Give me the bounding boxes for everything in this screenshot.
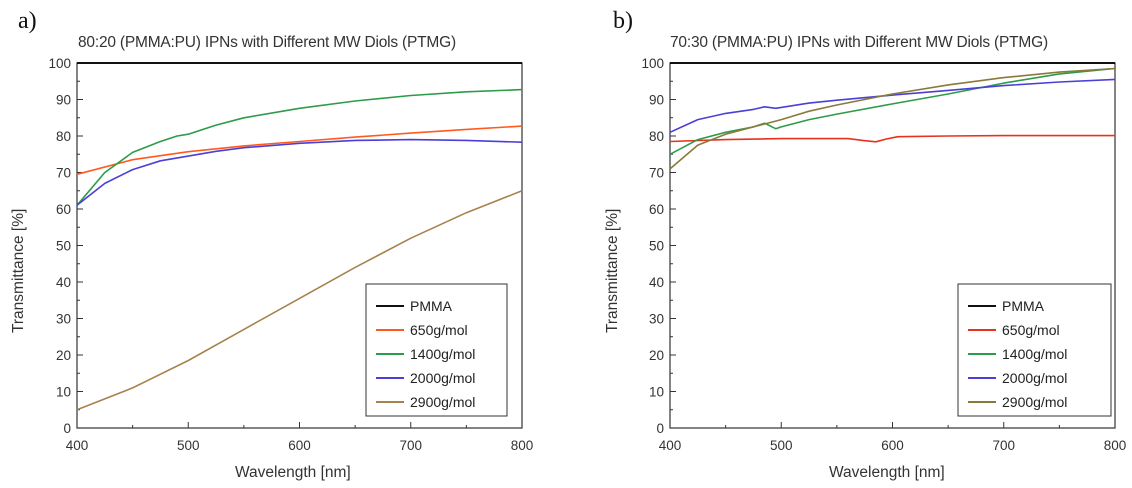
y-tick-label: 20 bbox=[56, 348, 71, 363]
y-tick-label: 30 bbox=[649, 312, 664, 327]
y-tick-label: 60 bbox=[56, 202, 71, 217]
y-tick-label: 90 bbox=[649, 93, 664, 108]
chart-plot: 0 10 20 30 40 50 60 70 80 90 100 400 500 600 700 800 PMM… bbox=[48, 56, 534, 453]
series-line-2000gmol bbox=[669, 78, 1116, 134]
y-tick-label: 40 bbox=[56, 275, 71, 290]
x-tick-label: 800 bbox=[1104, 438, 1127, 453]
chart-title: 80:20 (PMMA:PU) IPNs with Different MW D… bbox=[78, 34, 456, 51]
y-tick-label: 70 bbox=[649, 166, 664, 181]
legend-label: 2900g/mol bbox=[410, 394, 475, 410]
series-line-2000gmol bbox=[76, 138, 523, 206]
legend-label: PMMA bbox=[1002, 298, 1045, 314]
series-line-2900gmol bbox=[669, 67, 1116, 170]
series-line-650gmol bbox=[76, 125, 523, 176]
chart-panel-b: b) 70:30 (PMMA:PU) IPNs with Different M… bbox=[566, 0, 1132, 488]
x-tick-label: 700 bbox=[992, 438, 1015, 453]
x-tick-label: 800 bbox=[511, 438, 534, 453]
legend-label: 650g/mol bbox=[1002, 322, 1060, 338]
y-tick-label: 90 bbox=[56, 93, 71, 108]
series-line-1400gmol bbox=[76, 88, 523, 206]
legend-label: PMMA bbox=[410, 298, 453, 314]
y-tick-label: 70 bbox=[56, 166, 71, 181]
x-tick-label: 600 bbox=[881, 438, 904, 453]
y-tick-label: 50 bbox=[56, 239, 71, 254]
legend-label: 2000g/mol bbox=[1002, 370, 1067, 386]
panel-label: b) bbox=[613, 8, 633, 34]
y-tick-label: 100 bbox=[641, 56, 664, 71]
series-line-1400gmol bbox=[669, 67, 1116, 156]
y-tick-label: 80 bbox=[649, 129, 664, 144]
legend-label: 2900g/mol bbox=[1002, 394, 1067, 410]
y-tick-label: 50 bbox=[649, 239, 664, 254]
chart-plot: 0 10 20 30 40 50 60 70 80 90 100 400 500 600 700 800 PMM… bbox=[641, 56, 1127, 453]
series-line-2900gmol bbox=[76, 190, 523, 411]
legend-label: 650g/mol bbox=[410, 322, 468, 338]
y-tick-label: 30 bbox=[56, 312, 71, 327]
x-tick-label: 400 bbox=[659, 438, 682, 453]
y-tick-label: 40 bbox=[649, 275, 664, 290]
x-tick-label: 600 bbox=[288, 438, 311, 453]
x-tick-label: 500 bbox=[770, 438, 793, 453]
y-tick-label: 10 bbox=[56, 385, 71, 400]
x-axis-label: Wavelength [nm] bbox=[829, 464, 945, 481]
y-axis-label: Transmittance [%] bbox=[604, 208, 621, 333]
series-line-650gmol bbox=[669, 134, 1115, 143]
x-tick-label: 400 bbox=[66, 438, 89, 453]
panel-label: a) bbox=[18, 8, 37, 34]
legend-label: 1400g/mol bbox=[1002, 346, 1067, 362]
y-tick-label: 60 bbox=[649, 202, 664, 217]
y-tick-label: 10 bbox=[649, 385, 664, 400]
legend-label: 2000g/mol bbox=[410, 370, 475, 386]
x-tick-label: 700 bbox=[399, 438, 422, 453]
legend-label: 1400g/mol bbox=[410, 346, 475, 362]
y-tick-label: 20 bbox=[649, 348, 664, 363]
x-axis-label: Wavelength [nm] bbox=[235, 464, 351, 481]
y-tick-label: 80 bbox=[56, 129, 71, 144]
y-tick-label: 0 bbox=[656, 421, 664, 436]
y-tick-label: 100 bbox=[48, 56, 71, 71]
x-tick-label: 500 bbox=[177, 438, 200, 453]
chart-title: 70:30 (PMMA:PU) IPNs with Different MW D… bbox=[670, 34, 1048, 51]
y-tick-label: 0 bbox=[63, 421, 71, 436]
chart-panel-a: a) 80:20 (PMMA:PU) IPNs with Different M… bbox=[10, 8, 534, 481]
y-axis-label: Transmittance [%] bbox=[10, 208, 27, 333]
